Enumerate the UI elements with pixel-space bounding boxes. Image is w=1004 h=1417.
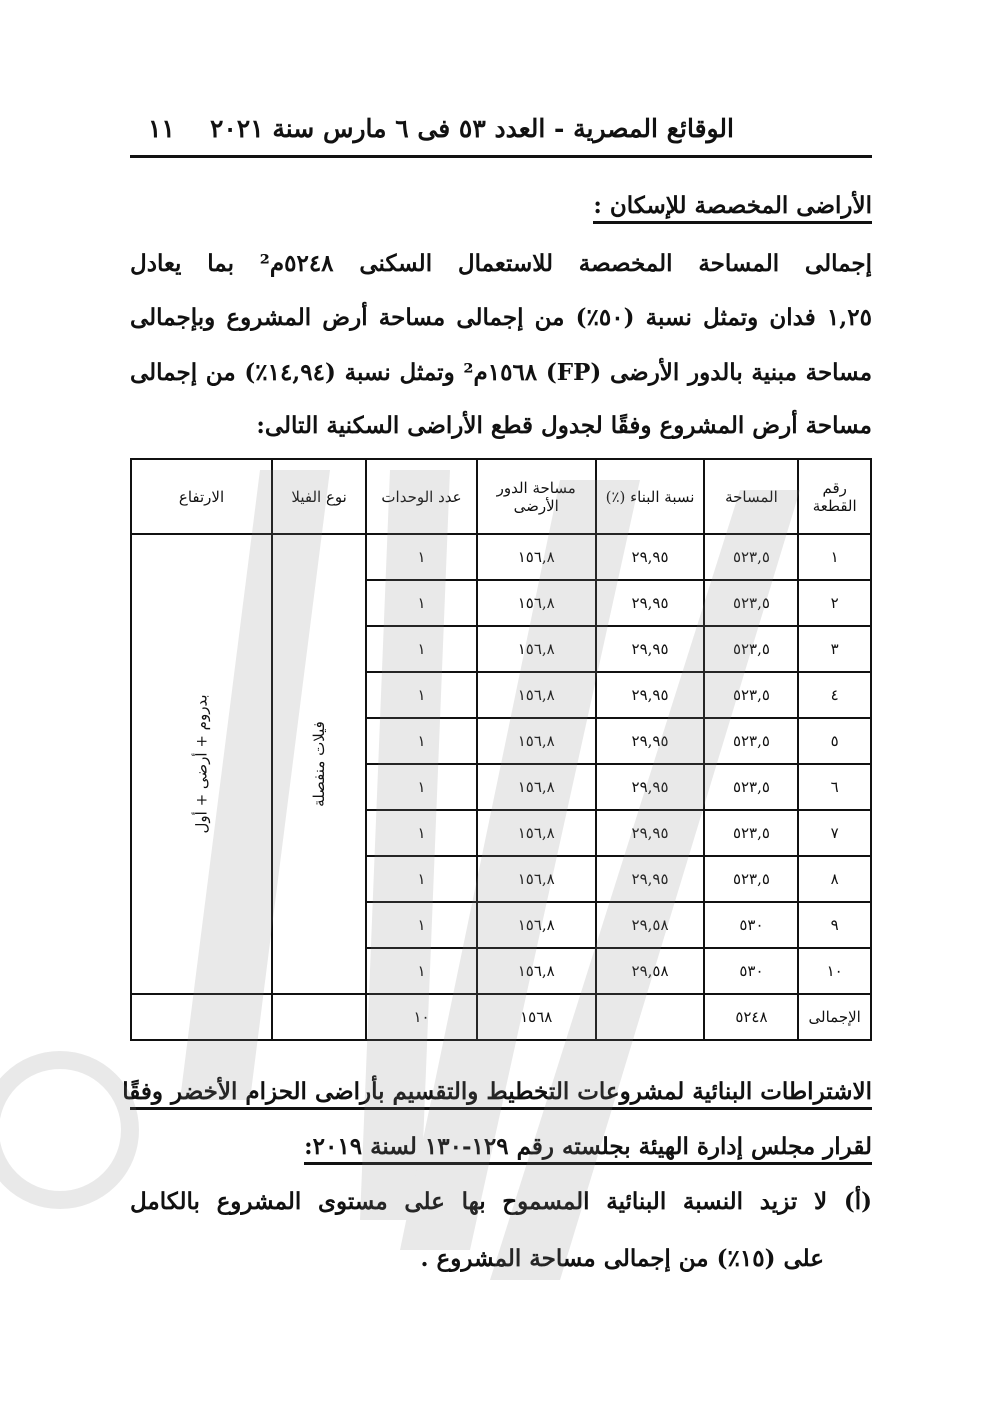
table-row: ١٠ ٥٣٠ ٢٩,٥٨ ١٥٦,٨ ١ [131, 947, 872, 995]
residential-plots-table: رقم القطعة المساحة نسبة البناء (٪) مساحة ال… [129, 458, 872, 1041]
table-row: ٤ ٥٢٣,٥ ٢٩,٩٥ ١٥٦,٨ ١ [131, 671, 872, 719]
table-row: ٨ ٥٢٣,٥ ٢٩,٩٥ ١٥٦,٨ ١ [131, 855, 872, 903]
table-cell: ٥٣٠ [703, 947, 800, 995]
table-cell: ١ [365, 671, 478, 719]
section-heading: لقرار مجلس إدارة الهيئة بجلسته رقم ١٢٩-١… [304, 1133, 872, 1165]
column-header: المساحة [703, 458, 800, 535]
table-cell: ٢ [797, 579, 872, 627]
table-cell: ١٥٦,٨ [475, 947, 597, 995]
table-row: ٥ ٥٢٣,٥ ٢٩,٩٥ ١٥٦,٨ ١ [131, 717, 872, 765]
total-cell [271, 993, 368, 1041]
table-cell: ٥٢٣,٥ [703, 717, 800, 765]
paragraph-line: إجمالى المساحة المخصصة للاستعمال السكنى … [130, 250, 872, 277]
table-cell: ١ [365, 625, 478, 673]
paragraph-line: ١,٢٥ فدان وتمثل نسبة (٥٠٪) من إجمالى مسا… [130, 304, 872, 331]
table-cell: ١ [365, 855, 478, 903]
height-cell: بدروم + أرضى + أول [129, 533, 274, 995]
villa-type-cell: فيلات منفصلة [271, 533, 368, 995]
table-cell: ١ [365, 717, 478, 765]
table-cell: ١ [365, 579, 478, 627]
table-cell: ١٥٦,٨ [475, 717, 597, 765]
table-cell: ١ [365, 947, 478, 995]
table-cell: ٥٢٣,٥ [703, 533, 800, 581]
total-cell: ٥٢٤٨ [703, 993, 800, 1041]
section-heading: الاشتراطات البنائية لمشروعات التخطيط وال… [122, 1078, 872, 1110]
table-cell: ٥ [797, 717, 872, 765]
table-cell: ١٥٦,٨ [475, 901, 597, 949]
height-text: بدروم + أرضى + أول [192, 694, 211, 834]
table-cell: ٢٩,٩٥ [594, 855, 706, 903]
column-header: نسبة البناء (٪) [594, 458, 706, 535]
table-row: ٢ ٥٢٣,٥ ٢٩,٩٥ ١٥٦,٨ ١ [131, 579, 872, 627]
column-header: نوع الفيلا [271, 458, 368, 535]
paragraph-line: مساحة مبنية بالدور الأرضى (FP) ١٥٦٨م² وت… [130, 359, 873, 386]
table-cell: ٢٩,٩٥ [594, 579, 706, 627]
table-cell: ٢٩,٩٥ [594, 671, 706, 719]
table-cell: ٥٢٣,٥ [703, 579, 800, 627]
table-cell: ٤ [797, 671, 872, 719]
section-heading: الأراضى المخصصة للإسكان : [593, 192, 872, 224]
column-header: الارتفاع [129, 458, 274, 535]
table-cell: ٦ [797, 763, 872, 811]
table-row: ٧ ٥٢٣,٥ ٢٩,٩٥ ١٥٦,٨ ١ [131, 809, 872, 857]
table-cell: ٨ [797, 855, 872, 903]
table-cell: ١٥٦,٨ [475, 671, 597, 719]
table-cell: ١٥٦,٨ [475, 533, 597, 581]
column-header: رقم القطعة [797, 458, 872, 535]
table-cell: ٢٩,٩٥ [594, 763, 706, 811]
table-cell: ١ [365, 809, 478, 857]
table-cell: ١٥٦,٨ [475, 625, 597, 673]
table-row: ١ ٥٢٣,٥ ٢٩,٩٥ ١٥٦,٨ ١ فيلات منفصلة بدروم + أرض… [129, 533, 872, 995]
table-cell: ٥٣٠ [703, 901, 800, 949]
table-cell: ٥٢٣,٥ [703, 855, 800, 903]
table-cell: ١ [365, 901, 478, 949]
header-divider [130, 155, 872, 158]
table-header-row: رقم القطعة المساحة نسبة البناء (٪) مساحة ال… [129, 458, 872, 535]
table-cell: ١ [365, 533, 478, 581]
table-cell: ٥٢٣,٥ [703, 763, 800, 811]
villa_type-text: فيلات منفصلة [310, 721, 329, 807]
table-cell: ١٥٦,٨ [475, 855, 597, 903]
total-cell [594, 993, 706, 1041]
column-header: مساحة الدور الأرضى [475, 458, 597, 535]
item-a-line: (أ) لا تزيد النسبة البنائية المسموح بها … [130, 1188, 872, 1215]
table-row: ٣ ٥٢٣,٥ ٢٩,٩٥ ١٥٦,٨ ١ [131, 625, 872, 673]
item-a-line: على (١٥٪) من إجمالى مساحة المشروع . [420, 1245, 824, 1272]
table-cell: ١ [365, 763, 478, 811]
total-row: الإجمالى ٥٢٤٨ ١٥٦٨ ١٠ [129, 993, 872, 1041]
total-cell: الإجمالى [797, 993, 872, 1041]
gazette-title: الوقائع المصرية - العدد ٥٣ فى ٦ مارس سنة… [209, 114, 734, 143]
table-cell: ٣ [797, 625, 872, 673]
table-cell: ٥٢٣,٥ [703, 671, 800, 719]
table-cell: ٢٩,٩٥ [594, 533, 706, 581]
total-cell [129, 993, 274, 1041]
table-cell: ١٥٦,٨ [475, 809, 597, 857]
total-cell: ١٥٦٨ [475, 993, 597, 1041]
table-cell: ٢٩,٩٥ [594, 717, 706, 765]
table-row: ٦ ٥٢٣,٥ ٢٩,٩٥ ١٥٦,٨ ١ [131, 763, 872, 811]
table-cell: ٥٢٣,٥ [703, 809, 800, 857]
table-cell: ٢٩,٩٥ [594, 809, 706, 857]
table-cell: ١٥٦,٨ [475, 763, 597, 811]
column-header: عدد الوحدات [365, 458, 478, 535]
table-cell: ١٠ [797, 947, 872, 995]
paragraph-line: مساحة أرض المشروع وفقًا لجدول قطع الأراض… [256, 412, 872, 439]
table-cell: ١ [797, 533, 872, 581]
table-cell: ٥٢٣,٥ [703, 625, 800, 673]
table-cell: ٢٩,٥٨ [594, 947, 706, 995]
page-header: الوقائع المصرية - العدد ٥٣ فى ٦ مارس سنة… [130, 112, 872, 152]
table-cell: ١٥٦,٨ [475, 579, 597, 627]
table-row: ٩ ٥٣٠ ٢٩,٥٨ ١٥٦,٨ ١ [131, 901, 872, 949]
table-cell: ٢٩,٩٥ [594, 625, 706, 673]
table-cell: ٧ [797, 809, 872, 857]
total-cell: ١٠ [365, 993, 478, 1041]
table-cell: ٩ [797, 901, 872, 949]
page-number: ١١ [148, 114, 175, 143]
table-cell: ٢٩,٥٨ [594, 901, 706, 949]
